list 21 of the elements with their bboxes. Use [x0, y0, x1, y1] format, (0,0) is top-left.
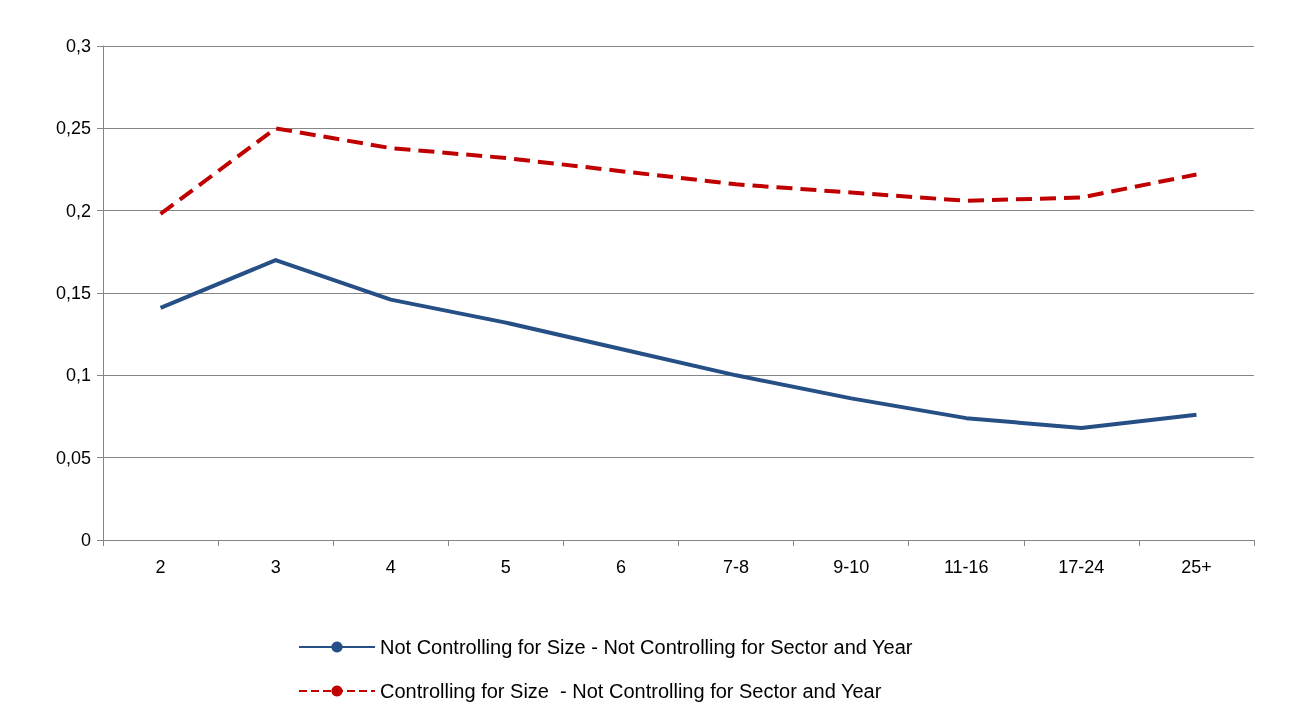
y-tick-label: 0,25: [55, 118, 91, 139]
x-tick-label: 25+: [1181, 557, 1212, 577]
x-tick-label: 2: [155, 557, 166, 577]
line-series: [158, 258, 1199, 431]
x-tick-label: 17-24: [1058, 557, 1105, 577]
x-tick-label: 6: [615, 557, 626, 577]
x-tick-label: 4: [385, 557, 396, 577]
y-tick-label: 0,15: [55, 283, 91, 303]
legend-label: Not Controlling for Size - Not Controlling for Sector and Year: [380, 636, 913, 658]
y-tick-label: 0,05: [55, 447, 91, 468]
y-tick-label: 0,2: [65, 200, 91, 221]
x-tick-label: 5: [500, 557, 511, 577]
x-tick-label: 3: [270, 557, 281, 577]
y-tick-label: 0: [80, 530, 91, 550]
y-tick-label: 0,3: [65, 36, 91, 56]
x-tick-label: 7-8: [723, 557, 750, 577]
x-tick-label: 11-16: [943, 557, 989, 577]
y-tick-label: 0,1: [65, 365, 91, 386]
x-tick-label: 9-10: [833, 557, 870, 577]
legend-label: Controlling for Size - Not Controlling for Sector and Year: [380, 680, 882, 702]
line-series: [158, 126, 1199, 216]
